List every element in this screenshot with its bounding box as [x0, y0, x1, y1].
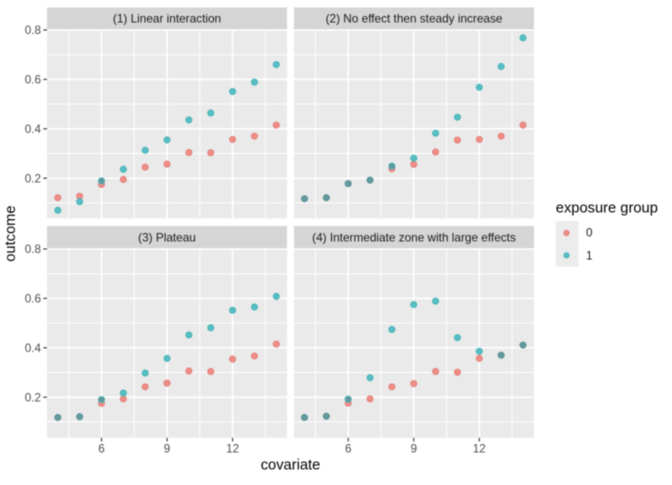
- svg-text:9: 9: [410, 443, 417, 456]
- svg-text:0.6: 0.6: [25, 293, 41, 306]
- svg-text:6: 6: [345, 443, 352, 456]
- svg-text:0.4: 0.4: [25, 123, 42, 136]
- svg-text:6: 6: [98, 443, 105, 456]
- svg-text:exposure group: exposure group: [556, 201, 658, 217]
- svg-text:1: 1: [586, 250, 593, 263]
- svg-text:0: 0: [586, 227, 593, 240]
- svg-text:12: 12: [226, 443, 239, 456]
- svg-text:(3) Plateau: (3) Plateau: [138, 230, 196, 244]
- svg-text:0.6: 0.6: [25, 74, 41, 87]
- svg-text:0.4: 0.4: [25, 342, 42, 355]
- svg-text:9: 9: [164, 443, 171, 456]
- svg-text:0.2: 0.2: [25, 172, 41, 185]
- svg-text:0.8: 0.8: [25, 24, 41, 37]
- svg-text:(4) Intermediate zone with lar: (4) Intermediate zone with large effects: [312, 230, 516, 244]
- svg-text:12: 12: [473, 443, 486, 456]
- svg-text:(1) Linear interaction: (1) Linear interaction: [113, 12, 221, 26]
- svg-text:(2) No effect then steady incr: (2) No effect then steady increase: [326, 12, 503, 26]
- svg-text:outcome: outcome: [3, 205, 19, 261]
- svg-text:covariate: covariate: [261, 458, 321, 474]
- svg-text:0.2: 0.2: [25, 391, 41, 404]
- svg-text:0.8: 0.8: [25, 243, 41, 256]
